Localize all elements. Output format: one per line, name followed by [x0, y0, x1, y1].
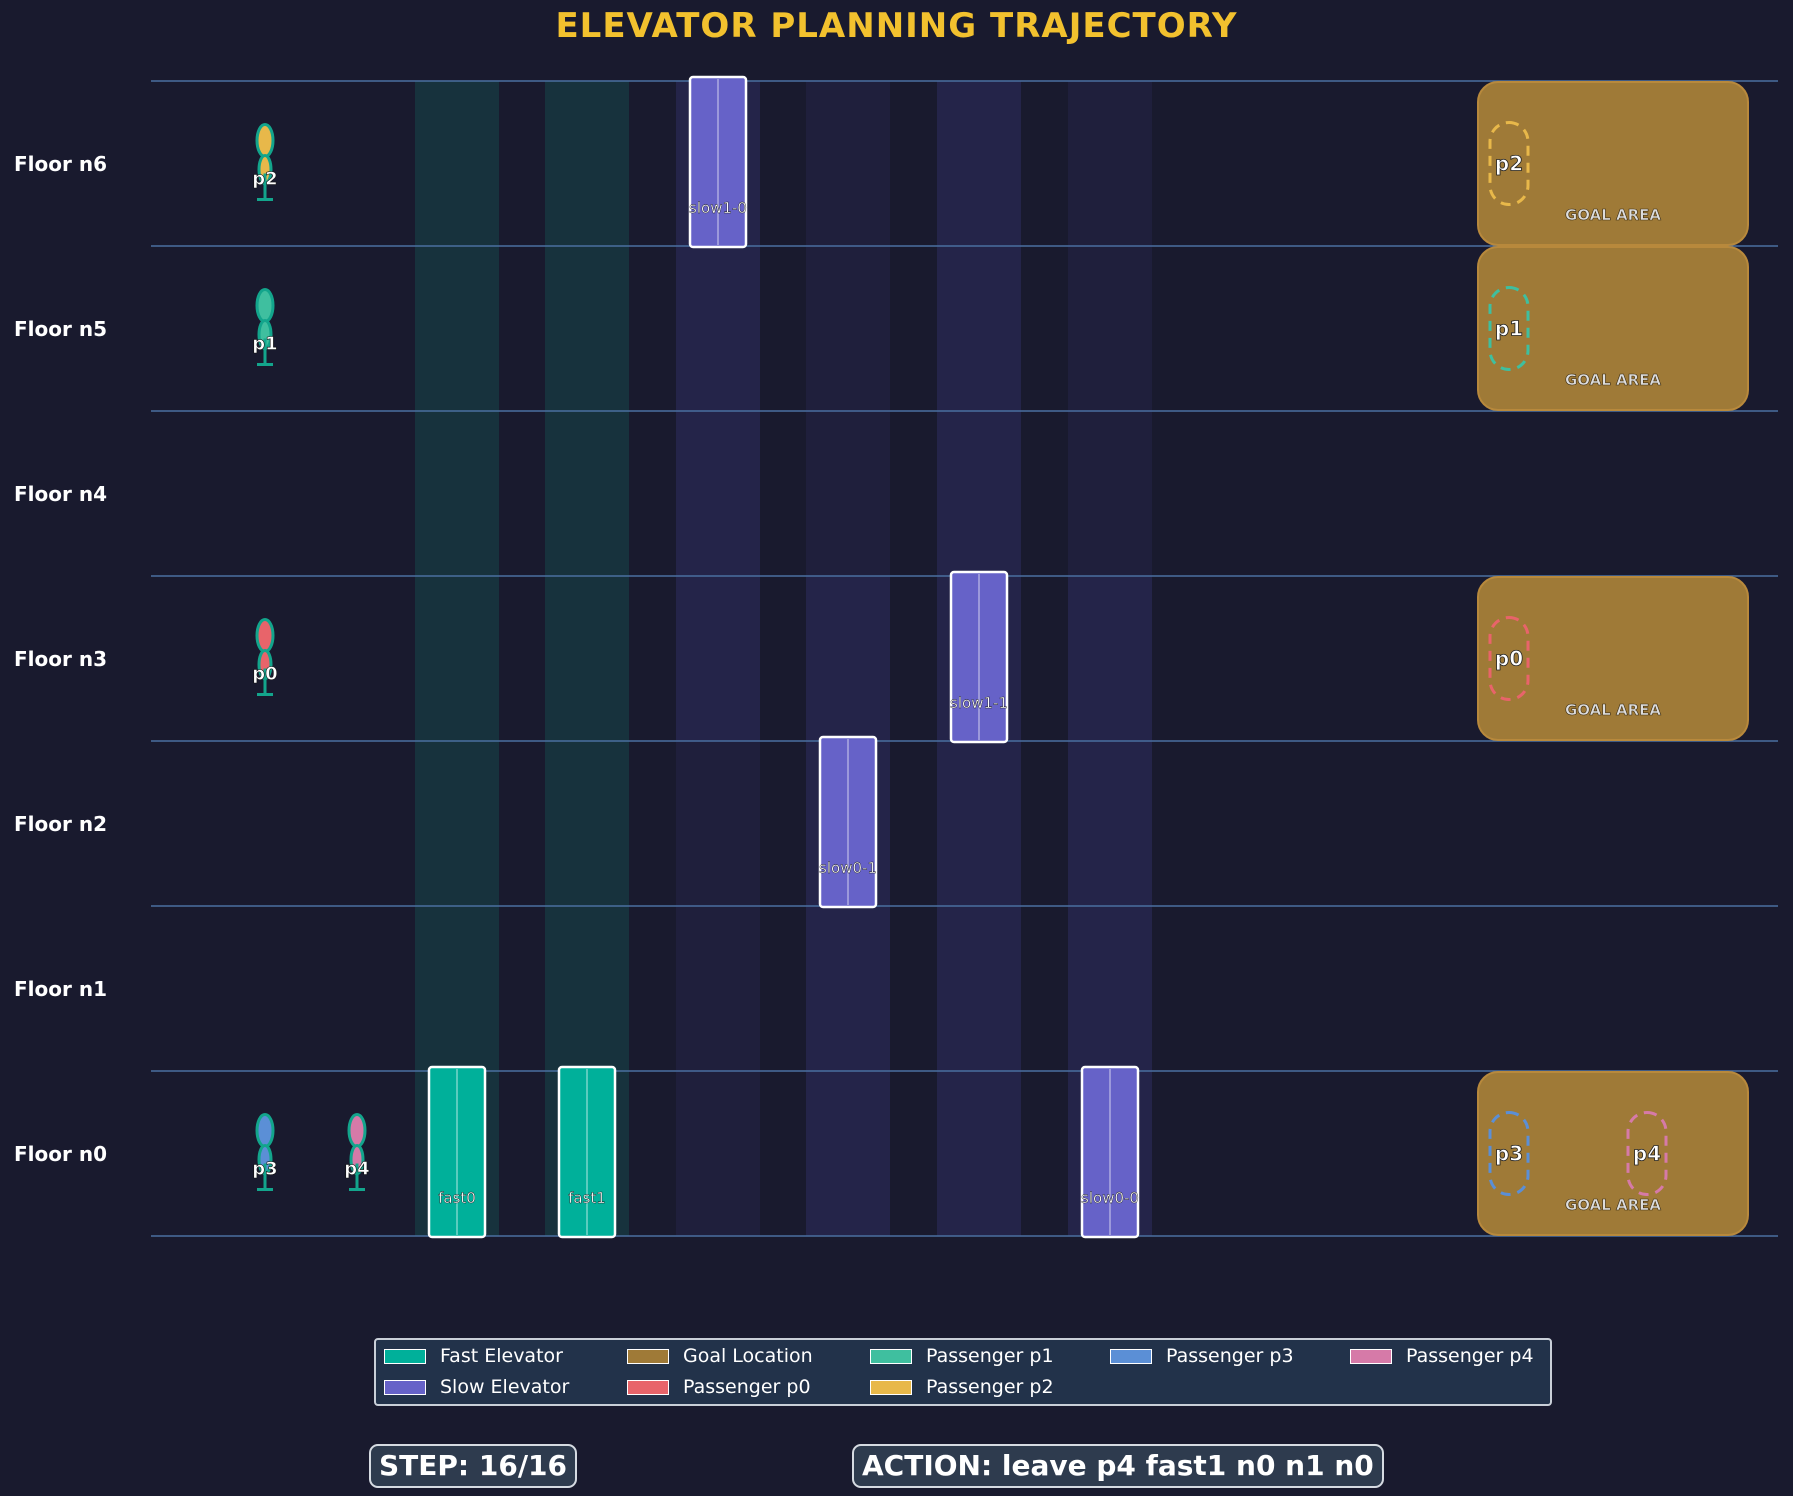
floor-label: Floor n6 [14, 151, 107, 176]
elevator-label: slow1-1 [950, 694, 1008, 712]
goal-passenger-label: p4 [1633, 1142, 1661, 1166]
goal-passenger-label: p1 [1495, 317, 1523, 341]
legend-item: Passenger p0 [627, 1375, 811, 1399]
legend-item: Passenger p2 [870, 1375, 1054, 1399]
goal-passenger-slot [1488, 1111, 1530, 1196]
goal-passenger-slot [1626, 1111, 1668, 1196]
floor-label: Floor n4 [14, 481, 107, 506]
legend-label: Passenger p2 [926, 1376, 1054, 1398]
elevator-label: fast1 [568, 1189, 606, 1207]
elevator-label: fast0 [438, 1189, 476, 1207]
passenger-icon [255, 123, 275, 158]
passenger-icon [255, 618, 275, 653]
elevator-label: slow0-0 [1081, 1189, 1139, 1207]
legend-swatch [627, 1380, 669, 1395]
legend-label: Passenger p4 [1406, 1345, 1534, 1367]
legend-label: Passenger p1 [926, 1345, 1054, 1367]
goal-passenger-label: p0 [1495, 647, 1523, 671]
passenger-label: p2 [252, 169, 277, 190]
passenger-label: p3 [252, 1159, 277, 1180]
legend-item: Passenger p1 [870, 1344, 1054, 1368]
legend-item: Passenger p4 [1350, 1344, 1534, 1368]
step-counter: STEP: 16/16 [369, 1444, 578, 1488]
elevator-scene: GOAL AREA p2 GOAL AREA p1 GOAL AREA p0 GOAL AR… [151, 75, 1778, 1239]
goal-area [1477, 1071, 1749, 1236]
legend-swatch [870, 1349, 912, 1364]
floor-label: Floor n5 [14, 316, 107, 341]
legend-label: Goal Location [683, 1345, 813, 1367]
goal-area [1477, 81, 1749, 246]
elevator-label: slow1-0 [689, 199, 747, 217]
goal-passenger-slot [1488, 121, 1530, 206]
legend-label: Fast Elevator [440, 1345, 563, 1367]
goal-area-label: GOAL AREA [1565, 701, 1661, 719]
goal-area [1477, 576, 1749, 741]
goal-area [1477, 246, 1749, 411]
passenger-label: p4 [344, 1159, 369, 1180]
goal-area-label: GOAL AREA [1565, 206, 1661, 224]
legend-swatch [1110, 1349, 1152, 1364]
legend-item: Fast Elevator [384, 1344, 563, 1368]
passenger-icon [347, 1113, 367, 1148]
legend-item: Passenger p3 [1110, 1344, 1294, 1368]
elevator-label: slow0-1 [819, 859, 877, 877]
legend-swatch [627, 1349, 669, 1364]
goal-passenger-slot [1488, 286, 1530, 371]
elevator-shaft [545, 81, 629, 1236]
legend-label: Passenger p3 [1166, 1345, 1294, 1367]
legend-item: Goal Location [627, 1344, 813, 1368]
passenger-icon [255, 288, 275, 323]
legend: Fast Elevator Slow Elevator Goal Locatio… [374, 1338, 1552, 1406]
floor-label: Floor n2 [14, 811, 107, 836]
current-action: ACTION: leave p4 fast1 n0 n1 n0 [852, 1444, 1384, 1488]
passenger-label: p0 [252, 664, 277, 685]
legend-label: Slow Elevator [440, 1376, 570, 1398]
goal-area-label: GOAL AREA [1565, 371, 1661, 389]
elevator-shaft [415, 81, 499, 1236]
goal-passenger-label: p3 [1495, 1142, 1523, 1166]
floor-label: Floor n0 [14, 1141, 107, 1166]
passenger-label: p1 [252, 334, 277, 355]
goal-passenger-label: p2 [1495, 152, 1523, 176]
elevator-shaft [676, 81, 760, 1236]
goal-passenger-slot [1488, 616, 1530, 701]
goal-area-label: GOAL AREA [1565, 1196, 1661, 1214]
legend-swatch [384, 1349, 426, 1364]
legend-item: Slow Elevator [384, 1375, 569, 1399]
floor-label: Floor n1 [14, 976, 107, 1001]
elevator-shaft [806, 81, 890, 1236]
legend-swatch [1350, 1349, 1392, 1364]
floor-label: Floor n3 [14, 646, 107, 671]
elevator-shaft [1068, 81, 1152, 1236]
legend-label: Passenger p0 [683, 1376, 811, 1398]
legend-swatch [384, 1380, 426, 1395]
passenger-icon [255, 1113, 275, 1148]
diagram-title: ELEVATOR PLANNING TRAJECTORY [555, 6, 1238, 46]
legend-swatch [870, 1380, 912, 1395]
